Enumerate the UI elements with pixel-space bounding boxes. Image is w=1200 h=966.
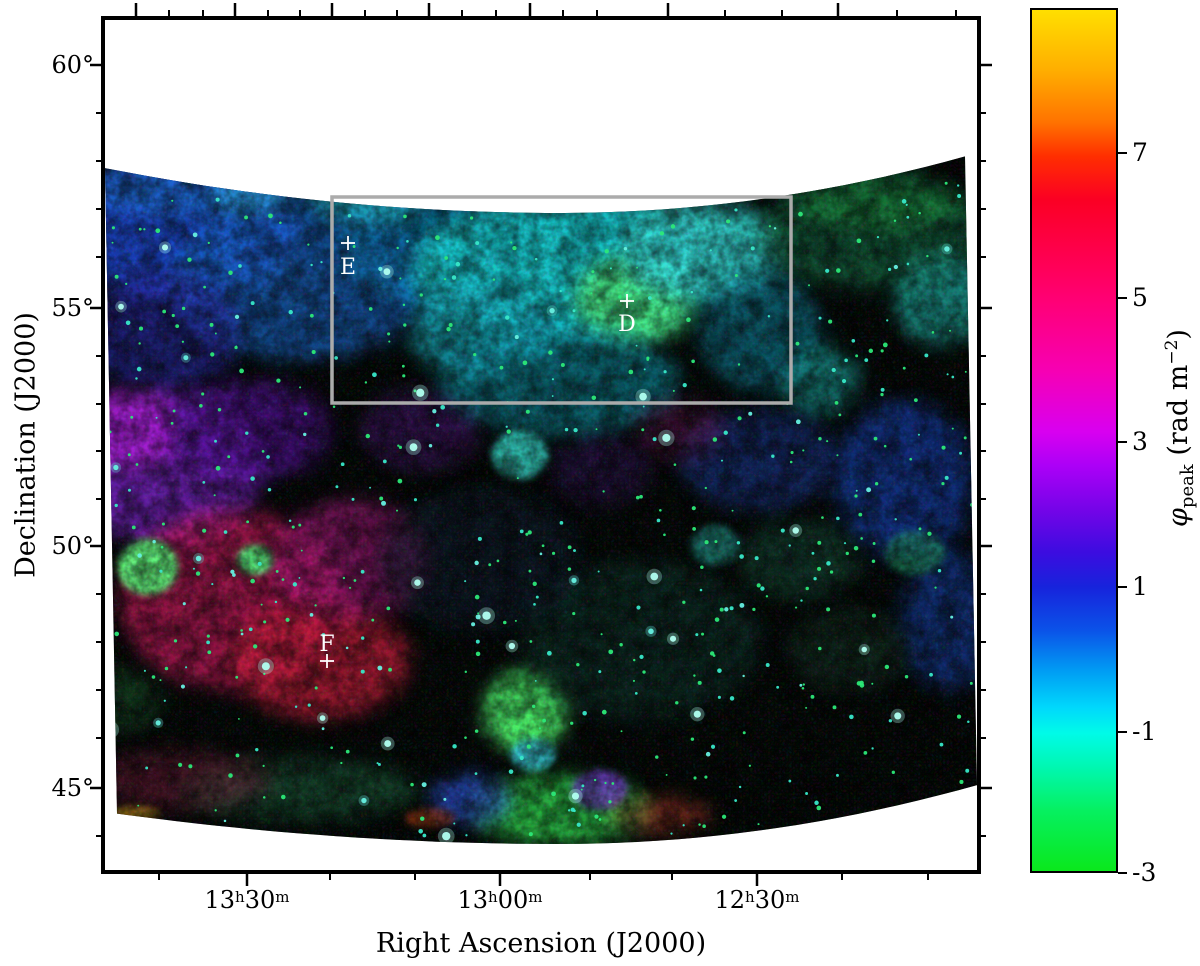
dec-tick-label: 55°: [51, 294, 94, 322]
ra-tick-label: 12h30m: [714, 886, 800, 914]
colorbar: [1030, 8, 1118, 873]
colorbar-tick-label: -1: [1132, 717, 1157, 746]
dec-tick-label: 50°: [51, 532, 94, 560]
colorbar-tick-label: 3: [1132, 427, 1148, 456]
units-exponent: −2: [1161, 339, 1182, 365]
ra-tick-label: 13h30m: [204, 886, 290, 914]
colorbar-tick-label: 7: [1132, 138, 1148, 167]
phi-subscript: peak: [1177, 464, 1199, 509]
ra-tick-label: 13h00m: [457, 886, 543, 914]
x-axis-title: Right Ascension (J2000): [375, 928, 707, 959]
units-text: (rad m: [1162, 364, 1194, 465]
marker-label: D: [618, 312, 636, 337]
sky-map: D E F: [105, 156, 977, 844]
phi-symbol: φ: [1162, 508, 1194, 527]
sky-data-band: [105, 156, 977, 844]
marker-E: E: [340, 236, 356, 280]
colorbar-tick-label: 5: [1132, 283, 1148, 312]
dec-tick-label: 60°: [51, 51, 94, 79]
colorbar-tick-label: -3: [1132, 858, 1157, 887]
colorbar-title: φpeak (rad m−2): [1162, 329, 1198, 527]
units-close: ): [1162, 329, 1194, 340]
marker-label: F: [319, 632, 334, 657]
colorbar-tick-label: 1: [1132, 572, 1148, 601]
marker-label: E: [340, 255, 356, 280]
marker-D: D: [618, 294, 636, 337]
dec-tick-label: 45°: [51, 774, 94, 802]
